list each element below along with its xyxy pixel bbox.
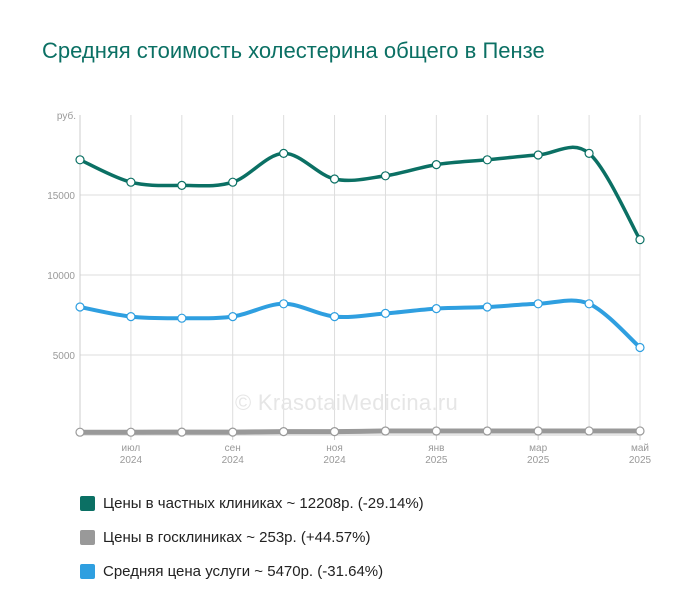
x-tick-label-year: 2025 [629, 455, 652, 466]
grid [79, 115, 641, 435]
legend-swatch-average [80, 563, 95, 579]
data-point-0 [75, 155, 85, 165]
data-point-1 [635, 426, 645, 436]
series-line-0 [78, 145, 642, 242]
data-point-1 [482, 426, 492, 436]
x-tick-label-year: 2024 [222, 455, 245, 466]
data-point-2 [228, 312, 238, 322]
legend-label-public: Цены в госклиниках ~ 253р. (+44.57%) [103, 528, 371, 546]
series-layer [75, 145, 645, 437]
data-point-1 [584, 426, 594, 436]
data-point-0 [584, 148, 594, 158]
x-tick-label-year: 2024 [323, 455, 346, 466]
data-point-2 [584, 299, 594, 309]
data-point-1 [329, 427, 340, 437]
data-point-1 [177, 427, 187, 437]
data-point-2 [126, 312, 136, 322]
y-tick-label: 15000 [47, 191, 75, 202]
y-axis-label: руб. [57, 110, 76, 122]
data-point-1 [380, 426, 391, 436]
legend-item-private[interactable]: Цены в частных клиниках ~ 12208р. (-29.1… [80, 486, 424, 520]
x-tick-label-month: ноя [326, 443, 343, 454]
data-point-2 [279, 299, 289, 309]
data-point-1 [431, 426, 441, 436]
chart-title: Средняя стоимость холестерина общего в П… [42, 38, 545, 63]
line-chart: 50001000015000руб.июл2024сен2024ноя2024я… [47, 110, 651, 466]
data-point-0 [177, 180, 187, 190]
legend-item-average[interactable]: Средняя цена услуги ~ 5470р. (-31.64%) [80, 554, 424, 588]
data-point-1 [75, 427, 85, 437]
data-point-1 [228, 427, 238, 437]
series-line-1 [77, 428, 643, 435]
data-point-2 [635, 342, 645, 353]
x-tick-label-year: 2025 [527, 455, 550, 466]
data-point-0 [279, 148, 289, 158]
data-point-0 [431, 160, 441, 170]
data-point-0 [228, 177, 238, 187]
data-point-2 [431, 304, 441, 314]
x-tick-label-month: июл [122, 443, 141, 454]
legend-label-private: Цены в частных клиниках ~ 12208р. (-29.1… [103, 494, 424, 512]
legend-swatch-public [80, 529, 95, 545]
data-point-2 [482, 302, 492, 312]
legend-item-public[interactable]: Цены в госклиниках ~ 253р. (+44.57%) [80, 520, 424, 554]
tick-labels: 50001000015000руб.июл2024сен2024ноя2024я… [47, 110, 651, 466]
data-point-1 [279, 427, 289, 437]
data-point-0 [380, 171, 391, 181]
x-tick-label-month: янв [428, 443, 444, 454]
data-point-0 [635, 235, 645, 245]
y-tick-label: 5000 [53, 351, 76, 362]
watermark: © KrasotaiMedicina.ru [235, 390, 459, 415]
data-point-2 [177, 313, 187, 323]
data-point-0 [126, 177, 136, 187]
series-line-2 [78, 298, 642, 350]
data-point-1 [126, 427, 136, 437]
axes [79, 115, 641, 440]
data-point-0 [329, 174, 340, 184]
data-point-2 [329, 312, 340, 322]
data-point-2 [533, 299, 543, 309]
data-point-0 [482, 155, 492, 165]
data-point-1 [533, 426, 543, 436]
legend-label-average: Средняя цена услуги ~ 5470р. (-31.64%) [103, 562, 384, 580]
x-tick-label-year: 2024 [120, 455, 143, 466]
x-tick-label-year: 2025 [425, 455, 448, 466]
legend-swatch-private [80, 495, 95, 511]
data-point-2 [380, 308, 391, 318]
x-tick-label-month: мар [529, 443, 547, 454]
legend: Цены в частных клиниках ~ 12208р. (-29.1… [80, 486, 424, 588]
data-point-2 [75, 302, 85, 312]
x-tick-label-month: сен [225, 443, 241, 454]
x-tick-label-month: май [631, 443, 649, 454]
data-point-0 [533, 150, 543, 160]
y-tick-label: 10000 [47, 271, 75, 282]
